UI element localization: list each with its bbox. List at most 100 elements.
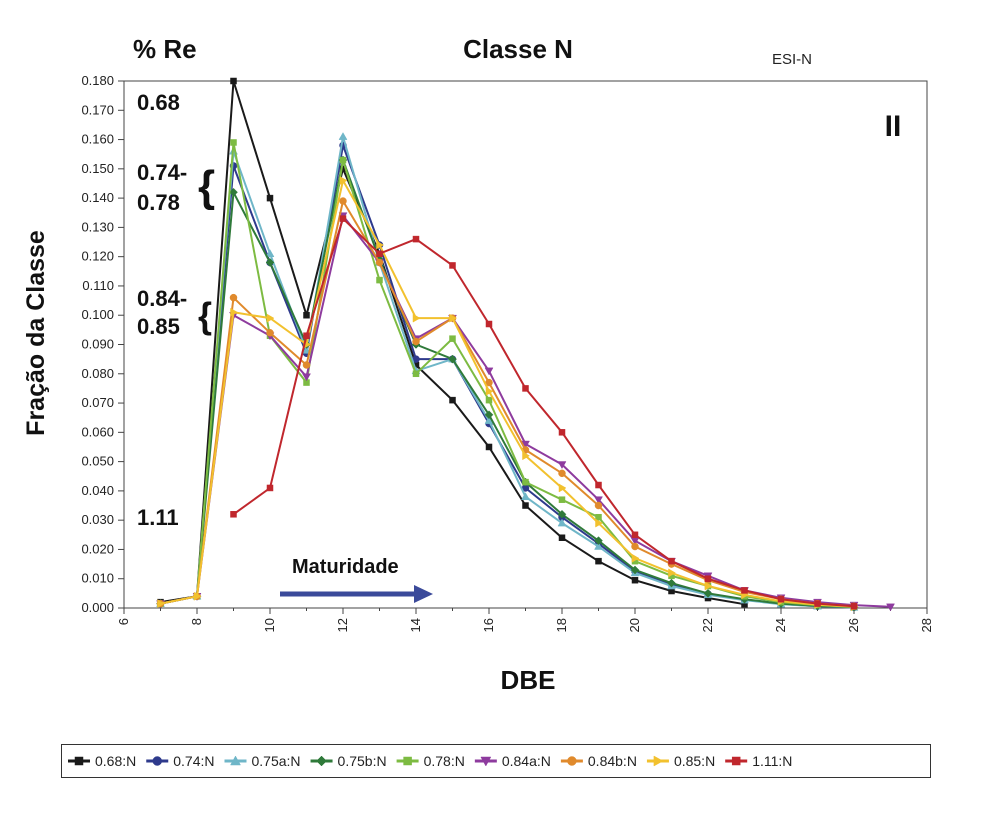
- re-annotation-084-line2: 0.85: [137, 314, 180, 339]
- data-point: [449, 396, 456, 404]
- y-tick-label: 0.150: [81, 161, 114, 176]
- data-point: [485, 396, 493, 404]
- x-tick-label: 6: [116, 618, 131, 625]
- re-corner-label: % Re: [133, 34, 197, 64]
- series-line: [160, 144, 855, 609]
- legend-swatch-marker: [152, 756, 162, 766]
- data-point: [522, 451, 531, 461]
- series-line: [160, 80, 745, 606]
- maturity-label: Maturidade: [292, 556, 399, 578]
- legend: 0.68:N 0.74:N 0.75a:N 0.75b:N 0.78:N 0.84a:N 0…: [61, 744, 931, 778]
- data-point: [339, 176, 348, 185]
- data-point: [886, 603, 895, 612]
- data-point: [229, 293, 238, 302]
- y-tick-label: 0.040: [81, 483, 114, 498]
- data-point: [412, 313, 421, 323]
- series-line: [160, 135, 855, 609]
- data-point: [557, 461, 567, 470]
- data-point: [376, 276, 383, 284]
- panel-label: II: [885, 110, 902, 143]
- legend-swatch-marker: [74, 756, 84, 766]
- legend-label: 0.75b:N: [338, 753, 387, 769]
- series-0-75a-n: [156, 132, 859, 611]
- data-point: [265, 258, 275, 267]
- data-point: [558, 429, 566, 436]
- series-line: [232, 217, 855, 608]
- x-tick-label: 8: [189, 618, 204, 625]
- data-point: [850, 602, 858, 610]
- data-point: [668, 568, 677, 578]
- legend-label: 0.78:N: [424, 753, 465, 769]
- y-tick-label: 0.050: [81, 454, 114, 469]
- x-tick-label: 20: [627, 618, 642, 632]
- data-point: [302, 373, 311, 382]
- y-axis-label: Fração da Classe: [22, 230, 50, 436]
- data-point: [522, 478, 529, 486]
- y-tick-label: 0.060: [81, 424, 114, 439]
- series-line: [160, 179, 855, 608]
- data-point: [412, 370, 420, 378]
- legend-label: 0.75a:N: [252, 753, 301, 769]
- y-tick-label: 0.180: [81, 73, 114, 88]
- data-point: [412, 337, 420, 346]
- y-tick-label: 0.130: [81, 219, 114, 234]
- data-point: [557, 509, 567, 519]
- legend-item: 0.75b:N: [310, 753, 387, 769]
- re-annotation-068: 0.68: [137, 90, 180, 115]
- data-point: [266, 313, 275, 323]
- data-point: [667, 578, 676, 588]
- x-tick-label: 14: [408, 618, 423, 632]
- legend-label: 1.11:N: [752, 753, 792, 769]
- series-0-74-n: [156, 141, 858, 612]
- data-point: [558, 469, 566, 478]
- data-point: [594, 542, 603, 550]
- data-point: [229, 187, 238, 197]
- data-point: [193, 591, 202, 601]
- legend-items: 0.68:N 0.74:N 0.75a:N 0.75b:N 0.78:N 0.84a:N 0…: [68, 753, 792, 769]
- data-point: [230, 77, 237, 85]
- data-point: [449, 262, 456, 269]
- data-point: [594, 536, 603, 546]
- data-point: [230, 511, 237, 518]
- x-tick-label: 24: [773, 618, 788, 632]
- data-point: [303, 311, 310, 319]
- data-point: [522, 385, 529, 392]
- y-tick-label: 0.120: [81, 249, 114, 264]
- series-0-75b-n: [156, 155, 859, 612]
- y-tick-label: 0.010: [81, 571, 114, 586]
- data-point: [375, 258, 384, 267]
- x-tick-label: 22: [700, 618, 715, 632]
- data-point: [595, 557, 602, 565]
- legend-label: 0.74:N: [173, 753, 214, 769]
- data-point: [704, 575, 712, 582]
- legend-label: 0.84b:N: [588, 753, 637, 769]
- series-line: [160, 214, 891, 608]
- re-annotation-074-line2: 0.78: [137, 190, 180, 215]
- y-tick-label: 0.080: [81, 366, 114, 381]
- legend-label: 0.68:N: [95, 753, 136, 769]
- series-line: [160, 141, 855, 608]
- x-tick-label: 16: [481, 618, 496, 632]
- maturity-arrow-icon: [280, 585, 433, 603]
- legend-item: 0.74:N: [146, 753, 215, 769]
- data-point: [266, 194, 274, 202]
- re-annotation-111: 1.11: [137, 505, 179, 530]
- data-point: [594, 501, 603, 510]
- data-point: [484, 367, 494, 376]
- x-tick-label: 26: [846, 618, 861, 632]
- y-tick-label: 0.000: [81, 600, 114, 615]
- data-point: [449, 335, 456, 342]
- data-point: [339, 197, 347, 205]
- data-point: [339, 156, 347, 164]
- data-point: [777, 595, 785, 603]
- data-point: [339, 215, 347, 222]
- data-point: [266, 329, 274, 337]
- data-point: [485, 320, 493, 328]
- legend-label: 0.84a:N: [502, 753, 551, 769]
- legend-swatch-marker: [316, 755, 327, 767]
- x-tick-label: 12: [335, 618, 350, 632]
- data-point: [558, 483, 567, 493]
- legend-item: 0.85:N: [646, 753, 715, 769]
- re-annotation-084-line1: 0.84-: [137, 286, 187, 311]
- data-point: [814, 600, 821, 607]
